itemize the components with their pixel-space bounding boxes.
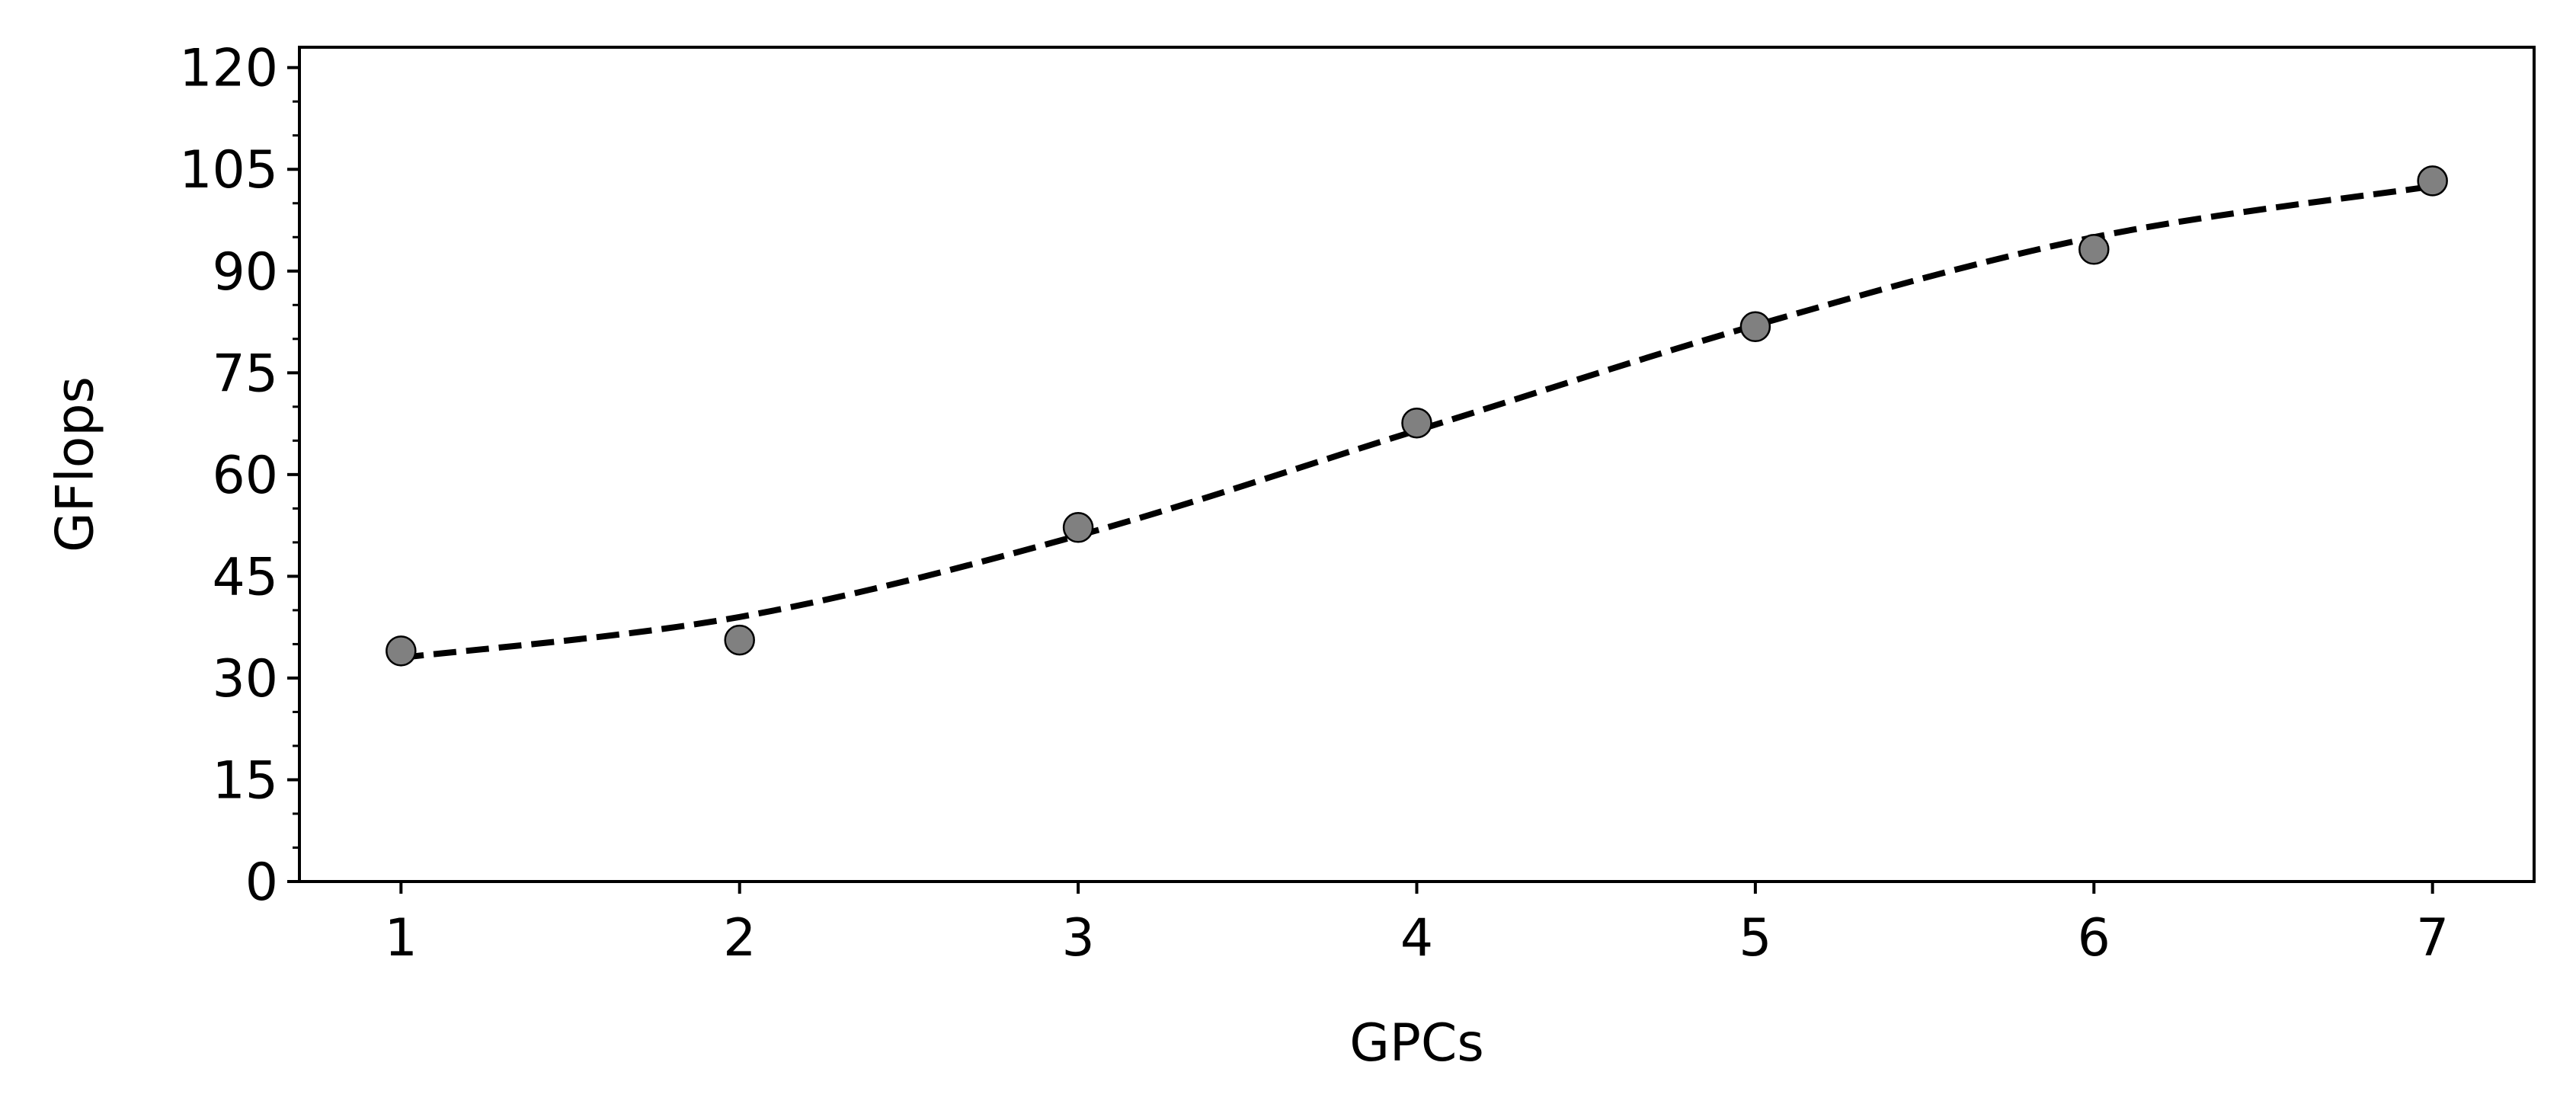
data-point <box>1062 512 1094 543</box>
x-axis-label: GPCs <box>1349 1013 1484 1074</box>
y-tick-label: 60 <box>212 446 278 506</box>
y-tick-label: 30 <box>212 649 278 709</box>
y-tick-label: 75 <box>212 344 278 404</box>
x-tick-label: 7 <box>2416 908 2449 968</box>
x-tick-label: 6 <box>2078 908 2110 968</box>
y-tick-label: 90 <box>212 242 278 302</box>
x-tick-label: 5 <box>1739 908 1771 968</box>
y-tick-label: 120 <box>179 39 278 99</box>
x-tick-label: 4 <box>1400 908 1433 968</box>
data-point <box>1739 311 1771 343</box>
x-tick-label: 2 <box>723 908 756 968</box>
data-point <box>386 635 417 667</box>
y-tick-label: 15 <box>212 750 278 811</box>
plot-frame <box>298 46 2536 883</box>
data-point <box>724 624 755 656</box>
y-tick-label: 105 <box>179 140 278 200</box>
x-tick-label: 1 <box>385 908 418 968</box>
data-point <box>2078 234 2110 265</box>
data-point <box>1401 407 1432 439</box>
y-tick-label: 0 <box>245 853 278 913</box>
x-tick-label: 3 <box>1061 908 1094 968</box>
y-axis-label: GFlops <box>46 376 106 552</box>
data-points-layer <box>386 165 2448 667</box>
data-point <box>2417 165 2448 197</box>
y-tick-label: 45 <box>212 547 278 607</box>
